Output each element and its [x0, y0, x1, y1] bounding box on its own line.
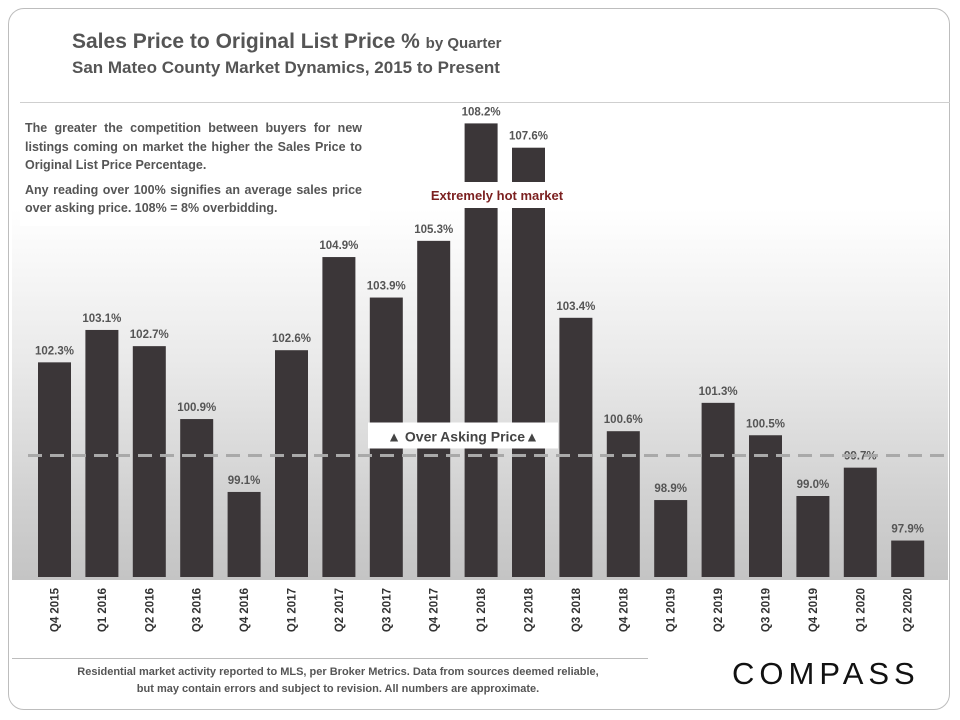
x-tick-q4-2017: Q4 2017	[429, 588, 441, 632]
value-label-q2-2016: 102.7%	[130, 329, 169, 341]
value-label-q1-2020: 99.7%	[844, 451, 877, 463]
bar-q1-2017	[275, 350, 308, 577]
x-tick-q1-2017: Q1 2017	[287, 588, 299, 632]
x-tick-q4-2016: Q4 2016	[239, 588, 251, 632]
x-tick-q1-2020: Q1 2020	[855, 588, 867, 632]
chart-title: Sales Price to Original List Price % by …	[72, 30, 502, 54]
explanation-paragraph-2: Any reading over 100% signifies an avera…	[25, 182, 362, 216]
x-tick-q1-2019: Q1 2019	[666, 588, 678, 632]
x-tick-q2-2016: Q2 2016	[144, 588, 156, 632]
x-tick-q4-2019: Q4 2019	[808, 588, 820, 632]
x-tick-q2-2018: Q2 2018	[524, 587, 536, 632]
value-label-q1-2018: 108.2%	[462, 106, 501, 118]
x-tick-q3-2019: Q3 2019	[761, 588, 773, 632]
bar-q2-2018	[512, 147, 545, 577]
bar-q4-2017	[417, 240, 451, 577]
bar-q2-2016	[132, 346, 166, 577]
value-label-q2-2019: 101.3%	[699, 386, 738, 398]
x-tick-q4-2018: Q4 2018	[618, 587, 630, 632]
bar-q3-2018	[559, 317, 593, 577]
bar-q3-2019	[749, 435, 782, 577]
value-label-q2-2020: 97.9%	[891, 524, 924, 536]
annotation-extremely-hot-market: Extremely hot market	[431, 188, 564, 203]
value-labels-group: 102.3% 103.1% 102.7% 100.9% 99.1% 102.6% 104.9…	[35, 106, 924, 535]
value-label-q1-2017: 102.6%	[272, 333, 311, 345]
bar-q2-2020	[891, 540, 925, 577]
footer-divider	[12, 658, 648, 659]
bar-q4-2018	[606, 431, 640, 577]
x-tick-q3-2016: Q3 2016	[192, 588, 204, 632]
title-divider	[20, 102, 950, 103]
value-label-q3-2018: 103.4%	[556, 301, 595, 313]
reference-label-background	[368, 422, 558, 449]
explanation-note: The greater the competition between buye…	[20, 116, 370, 226]
chart-title-main: Sales Price to Original List Price %	[72, 30, 420, 53]
bar-q2-2019	[701, 402, 735, 577]
reference-line-label: ▲ Over Asking Price▲	[387, 429, 539, 445]
chart-subtitle: San Mateo County Market Dynamics, 2015 t…	[72, 58, 500, 77]
bar-q1-2020	[843, 467, 877, 577]
value-label-q2-2018: 107.6%	[509, 131, 548, 143]
bar-q4-2015	[38, 362, 71, 577]
value-label-q3-2017: 103.9%	[367, 281, 406, 293]
x-tick-q1-2016: Q1 2016	[97, 588, 109, 632]
value-label-q4-2018: 100.6%	[604, 414, 643, 426]
x-tick-q2-2017: Q2 2017	[334, 588, 346, 632]
bar-q4-2019	[796, 496, 830, 577]
x-tick-q1-2018: Q1 2018	[476, 587, 488, 632]
value-label-q3-2019: 100.5%	[746, 418, 785, 430]
compass-logo: COMPASS	[732, 656, 920, 691]
footer-disclaimer: Residential market activity reported to …	[77, 666, 599, 695]
x-tick-labels-group: Q4 2015 Q1 2016 Q2 2016 Q3 2016 Q4 2016 Q1 20…	[50, 587, 915, 632]
bar-q4-2016	[227, 491, 261, 577]
value-label-q4-2015: 102.3%	[35, 345, 74, 357]
bar-q2-2017	[322, 257, 356, 577]
value-label-q3-2016: 100.9%	[177, 402, 216, 414]
x-tick-q2-2019: Q2 2019	[713, 588, 725, 632]
annotation-background	[412, 182, 582, 208]
x-tick-q4-2015: Q4 2015	[50, 587, 62, 632]
value-label-q2-2017: 104.9%	[319, 240, 358, 252]
chart-header: Sales Price to Original List Price % by …	[72, 30, 502, 78]
value-label-q4-2016: 99.1%	[228, 475, 261, 487]
bar-q3-2016	[180, 419, 214, 577]
value-label-q1-2016: 103.1%	[82, 313, 121, 325]
x-tick-q3-2017: Q3 2017	[381, 588, 393, 632]
value-label-q4-2019: 99.0%	[797, 479, 830, 491]
x-tick-q3-2018: Q3 2018	[571, 587, 583, 632]
value-label-q1-2019: 98.9%	[654, 483, 687, 495]
chart-title-suffix: by Quarter	[425, 35, 502, 52]
bar-q1-2016	[85, 329, 119, 577]
x-tick-q2-2020: Q2 2020	[903, 588, 915, 632]
explanation-paragraph-1: The greater the competition between buye…	[25, 121, 362, 172]
value-label-q4-2017: 105.3%	[414, 224, 453, 236]
bar-q1-2019	[654, 500, 688, 577]
